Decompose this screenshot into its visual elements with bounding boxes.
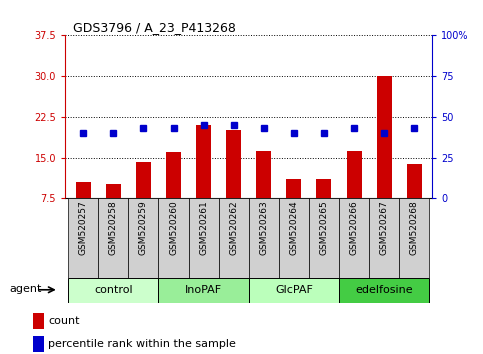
Bar bbox=[33, 313, 44, 329]
Text: GSM520266: GSM520266 bbox=[350, 201, 358, 255]
Bar bbox=[68, 278, 158, 303]
Text: InoPAF: InoPAF bbox=[185, 285, 222, 295]
Bar bbox=[377, 76, 392, 198]
Bar bbox=[219, 198, 249, 278]
Bar bbox=[136, 162, 151, 198]
Bar bbox=[316, 179, 331, 198]
Bar bbox=[286, 179, 301, 198]
Text: control: control bbox=[94, 285, 133, 295]
Bar bbox=[399, 198, 429, 278]
Bar bbox=[128, 198, 158, 278]
Bar bbox=[196, 125, 211, 198]
Bar bbox=[158, 278, 249, 303]
Text: GSM520257: GSM520257 bbox=[79, 201, 88, 255]
Bar bbox=[279, 198, 309, 278]
Text: GSM520260: GSM520260 bbox=[169, 201, 178, 255]
Bar bbox=[249, 198, 279, 278]
Bar bbox=[339, 198, 369, 278]
Bar bbox=[158, 198, 188, 278]
Bar bbox=[166, 152, 181, 198]
Bar bbox=[68, 198, 99, 278]
Bar bbox=[369, 198, 399, 278]
Text: percentile rank within the sample: percentile rank within the sample bbox=[48, 339, 236, 349]
Bar bbox=[76, 182, 91, 198]
Text: GSM520259: GSM520259 bbox=[139, 201, 148, 255]
Text: edelfosine: edelfosine bbox=[355, 285, 413, 295]
Bar bbox=[309, 198, 339, 278]
Text: GSM520263: GSM520263 bbox=[259, 201, 268, 255]
Text: GlcPAF: GlcPAF bbox=[275, 285, 313, 295]
Text: GSM520261: GSM520261 bbox=[199, 201, 208, 255]
Text: GSM520267: GSM520267 bbox=[380, 201, 389, 255]
Text: agent: agent bbox=[10, 284, 42, 294]
Text: count: count bbox=[48, 316, 80, 326]
Text: GSM520265: GSM520265 bbox=[319, 201, 328, 255]
Text: GSM520258: GSM520258 bbox=[109, 201, 118, 255]
Bar bbox=[249, 278, 339, 303]
Bar bbox=[346, 151, 362, 198]
Text: GSM520264: GSM520264 bbox=[289, 201, 298, 255]
Bar bbox=[256, 151, 271, 198]
Bar bbox=[188, 198, 219, 278]
Bar bbox=[106, 184, 121, 198]
Text: GSM520262: GSM520262 bbox=[229, 201, 238, 255]
Bar bbox=[226, 130, 241, 198]
Bar bbox=[339, 278, 429, 303]
Bar bbox=[407, 164, 422, 198]
Bar bbox=[33, 336, 44, 352]
Bar bbox=[99, 198, 128, 278]
Text: GDS3796 / A_23_P413268: GDS3796 / A_23_P413268 bbox=[72, 21, 235, 34]
Text: GSM520268: GSM520268 bbox=[410, 201, 419, 255]
